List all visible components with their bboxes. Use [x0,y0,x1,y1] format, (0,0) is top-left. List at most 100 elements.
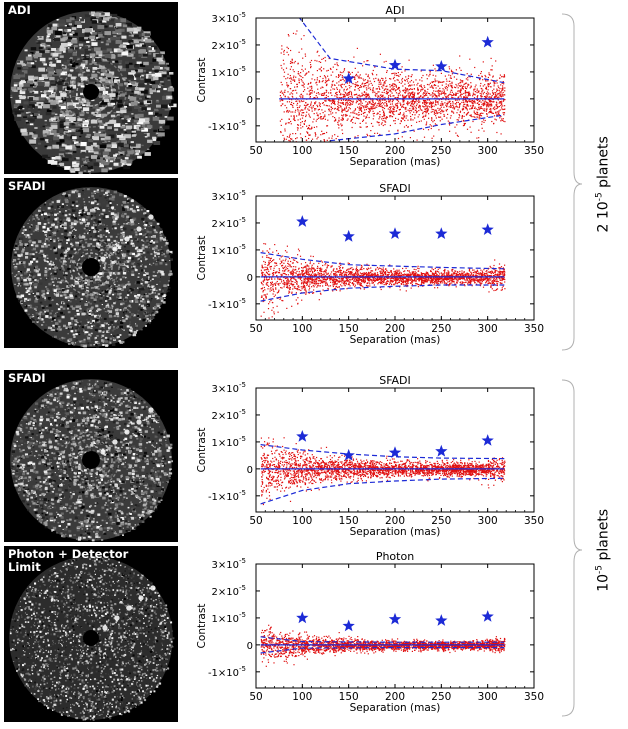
speckle [74,113,79,116]
speckle [45,477,49,480]
speckle [121,502,123,505]
speckle [134,231,138,234]
speckle [165,241,167,243]
speckle [110,333,112,335]
speckle [121,241,125,245]
speckle [131,128,135,131]
speckle [145,118,148,120]
speckle [12,472,15,475]
speckle [108,314,113,318]
speckle [90,106,93,108]
speckle [72,236,75,239]
speckle [127,113,132,116]
speckle [89,470,91,472]
speckle [32,241,36,244]
speckle [111,431,114,434]
speckle [59,219,62,221]
speckle [120,117,123,119]
speckle [16,440,18,442]
speckle [98,536,101,538]
speckle [111,343,116,346]
speckle [94,314,98,318]
speckle [109,51,113,54]
speckle [37,106,43,109]
speckle [57,499,60,501]
speckle [152,72,155,74]
speckle [107,16,111,19]
speckle [145,416,149,420]
speckle [87,232,90,235]
speckle [146,251,150,254]
speckle [83,475,86,478]
speckle [26,498,29,501]
speckle [20,424,23,426]
speckle [37,454,41,456]
speckle [152,136,157,140]
speckle [62,440,66,444]
speckle [154,450,158,453]
speckle [17,429,20,432]
speckle [34,286,37,289]
speckle [56,400,59,403]
speckle [118,318,120,320]
speckle [121,474,123,476]
speckle [145,236,148,238]
speckle [96,79,101,83]
speckle [49,238,52,240]
speckle [103,262,107,265]
speckle [97,308,101,311]
speckle [124,94,129,97]
speckle [147,274,150,276]
speckle [48,438,51,440]
speckle [106,303,109,306]
speckle [70,258,73,261]
speckle [113,48,121,53]
speckle [113,292,117,295]
speckle [67,296,71,299]
speckle [53,272,57,275]
speckle [37,108,41,111]
speckle [123,79,126,81]
speckle [37,281,39,283]
speckle [106,311,109,313]
speckle [165,242,169,245]
speckle [109,119,117,124]
speckle [51,201,54,204]
speckle [77,389,80,391]
speckle [87,387,91,390]
speckle [158,491,162,495]
speckle [110,253,114,256]
speckle [62,480,65,482]
speckle [141,436,144,438]
speckle [100,189,104,192]
speckle [169,72,174,75]
speckle [156,90,161,93]
speckle [95,232,99,236]
speckle [121,51,129,56]
speckle [97,478,100,480]
speckle [99,293,101,295]
speckle [32,253,35,256]
speckle [114,255,117,257]
speckle [94,383,97,385]
speckle [130,257,134,261]
speckle [37,476,41,479]
speckle [23,264,26,266]
speckle [144,486,147,489]
speckle [121,340,125,344]
speckle [152,412,154,414]
speckle [82,107,90,112]
speckle [57,205,61,208]
speckle [67,208,71,212]
speckle [34,117,38,119]
speckle [107,126,112,130]
speckle [76,329,80,332]
speckle [127,266,129,268]
speckle [136,49,140,52]
speckle [76,207,78,209]
speckle [96,157,103,162]
speckle [155,471,157,473]
speckle [24,248,29,252]
speckle [155,116,157,118]
speckle [99,164,104,168]
